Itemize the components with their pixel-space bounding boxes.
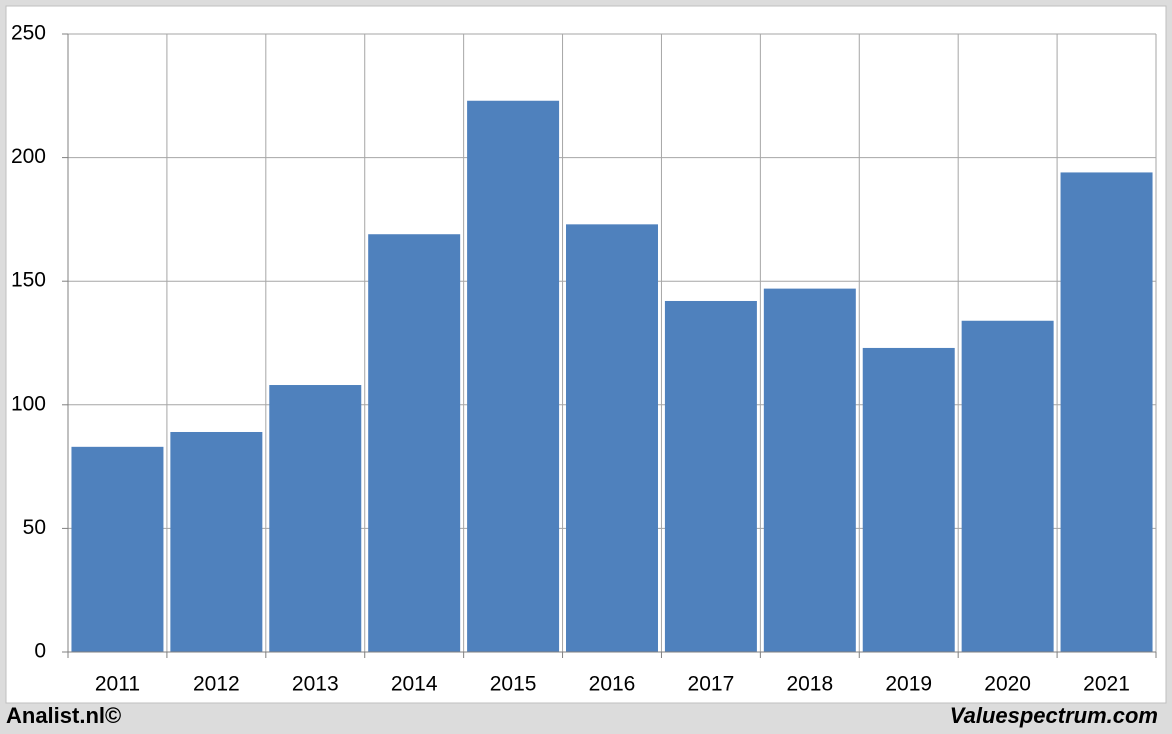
bar xyxy=(71,446,164,652)
footer-left: Analist.nl© xyxy=(6,703,121,728)
x-tick-label: 2016 xyxy=(589,673,636,696)
x-tick-label: 2012 xyxy=(193,673,240,696)
y-tick-label: 200 xyxy=(11,145,46,168)
x-tick-label: 2015 xyxy=(490,673,537,696)
x-tick-label: 2013 xyxy=(292,673,339,696)
bar xyxy=(1060,172,1153,652)
y-tick-label: 150 xyxy=(11,269,46,292)
bar xyxy=(269,385,362,652)
bar xyxy=(664,300,757,652)
x-tick-label: 2020 xyxy=(984,673,1031,696)
y-tick-label: 0 xyxy=(34,640,46,663)
x-tick-label: 2014 xyxy=(391,673,438,696)
y-tick-label: 100 xyxy=(11,392,46,415)
bar xyxy=(368,234,461,652)
x-tick-label: 2011 xyxy=(95,673,140,696)
x-tick-label: 2017 xyxy=(688,673,735,696)
x-tick-label: 2018 xyxy=(786,673,833,696)
bar xyxy=(467,100,560,652)
x-tick-label: 2021 xyxy=(1083,673,1130,696)
bar xyxy=(862,347,955,652)
footer-right: Valuespectrum.com xyxy=(950,703,1158,728)
bar xyxy=(763,288,856,652)
bar xyxy=(566,224,658,652)
y-tick-label: 250 xyxy=(11,22,46,45)
bar xyxy=(961,320,1054,652)
x-tick-label: 2019 xyxy=(885,673,932,696)
y-tick-label: 50 xyxy=(23,516,46,539)
bar xyxy=(170,431,263,652)
